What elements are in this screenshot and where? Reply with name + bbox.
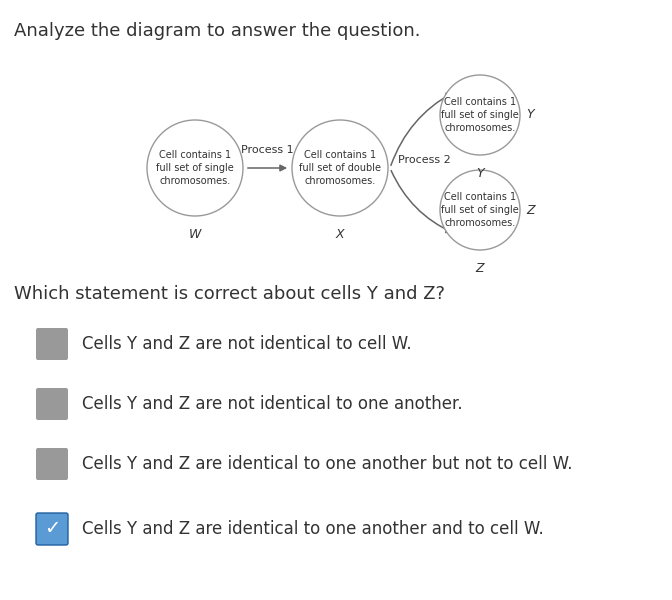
Text: Which statement is correct about cells Y and Z?: Which statement is correct about cells Y… — [14, 285, 445, 303]
Text: Z: Z — [526, 203, 535, 217]
Text: Process 2: Process 2 — [398, 155, 451, 165]
Circle shape — [440, 170, 520, 250]
Text: Cells Y and Z are identical to one another but not to cell W.: Cells Y and Z are identical to one anoth… — [82, 455, 573, 473]
Text: Cells Y and Z are not identical to cell W.: Cells Y and Z are not identical to cell … — [82, 335, 412, 353]
Text: Process 1: Process 1 — [241, 145, 293, 155]
Text: Y: Y — [476, 167, 484, 180]
Text: ✓: ✓ — [44, 520, 60, 539]
Text: Cell contains 1
full set of single
chromosomes.: Cell contains 1 full set of single chrom… — [441, 97, 519, 133]
Text: Y: Y — [526, 109, 534, 121]
Text: Cell contains 1
full set of single
chromosomes.: Cell contains 1 full set of single chrom… — [441, 192, 519, 228]
Text: Cell contains 1
full set of single
chromosomes.: Cell contains 1 full set of single chrom… — [156, 150, 234, 186]
FancyBboxPatch shape — [36, 388, 68, 420]
Circle shape — [440, 75, 520, 155]
Text: Cell contains 1
full set of double
chromosomes.: Cell contains 1 full set of double chrom… — [299, 150, 381, 186]
FancyBboxPatch shape — [36, 328, 68, 360]
FancyBboxPatch shape — [36, 513, 68, 545]
Text: Cells Y and Z are not identical to one another.: Cells Y and Z are not identical to one a… — [82, 395, 462, 413]
Text: Cells Y and Z are identical to one another and to cell W.: Cells Y and Z are identical to one anoth… — [82, 520, 544, 538]
Text: Z: Z — [476, 262, 485, 275]
Text: W: W — [189, 228, 201, 241]
Circle shape — [147, 120, 243, 216]
Circle shape — [292, 120, 388, 216]
Text: Analyze the diagram to answer the question.: Analyze the diagram to answer the questi… — [14, 22, 421, 40]
Text: X: X — [336, 228, 344, 241]
FancyBboxPatch shape — [36, 448, 68, 480]
